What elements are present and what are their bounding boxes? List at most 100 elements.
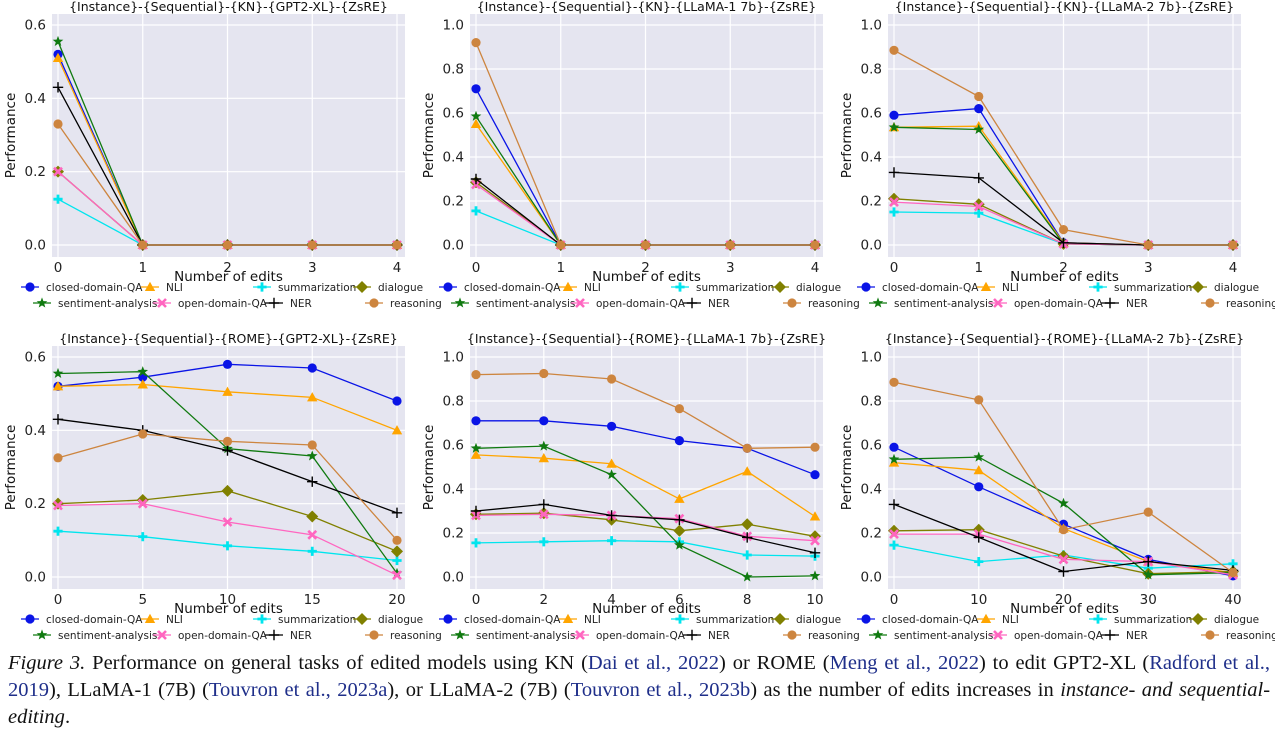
legend-item: summarization xyxy=(253,282,356,294)
series-NER xyxy=(470,499,821,558)
y-tick-label: 0.2 xyxy=(25,164,46,180)
legend-marker xyxy=(993,298,1003,308)
legend-item: NLI xyxy=(559,281,601,294)
x-tick-label: 4 xyxy=(1229,260,1238,276)
legend-marker xyxy=(157,630,167,640)
data-point xyxy=(137,498,148,509)
data-point xyxy=(1143,507,1153,517)
x-tick-label: 0 xyxy=(472,592,481,608)
data-point xyxy=(607,421,617,431)
x-axis: 0 1 2 3 4 xyxy=(54,14,401,276)
legend-item: open-domain-QA xyxy=(571,630,686,642)
data-point xyxy=(1142,569,1154,580)
legend-marker xyxy=(36,297,48,308)
data-point xyxy=(809,547,821,558)
x-tick-label: 2 xyxy=(223,260,232,276)
x-tick-label: 6 xyxy=(675,592,684,608)
plot-background xyxy=(470,346,823,589)
y-tick-label: 0.8 xyxy=(861,394,882,410)
x-tick-label: 4 xyxy=(607,592,616,608)
legend-marker xyxy=(157,298,167,308)
data-point xyxy=(888,121,900,132)
legend-item: NLI xyxy=(977,281,1019,294)
data-point xyxy=(222,445,233,456)
data-point xyxy=(471,38,481,48)
legend-marker xyxy=(774,281,786,293)
legend-item: sentiment-analysis xyxy=(451,297,575,310)
citation-link[interactable]: Radford et al., 2019 xyxy=(8,652,1270,701)
data-point xyxy=(138,429,148,439)
data-point xyxy=(810,240,820,250)
series-reasoning xyxy=(53,429,402,545)
citation-link[interactable]: Touvron et al., 2023a xyxy=(208,679,388,701)
legend-marker xyxy=(787,298,797,308)
data-point xyxy=(674,436,684,446)
x-tick-label: 30 xyxy=(1140,592,1157,608)
data-point xyxy=(307,529,318,540)
legend-item: sentiment-analysis xyxy=(451,629,575,642)
data-point xyxy=(538,499,549,510)
legend-marker xyxy=(1104,629,1116,641)
chart-panel-kn-llama1: 0.0 0.2 0.4 0.6 0.8 1.0 0 1 2 3 4 {Instance}-{Seque… xyxy=(418,0,860,322)
legend-item: summarization xyxy=(671,614,774,626)
legend-label: NER xyxy=(708,298,730,310)
legend-label: sentiment-analysis xyxy=(476,298,575,310)
data-point xyxy=(973,465,984,475)
legend-label: open-domain-QA xyxy=(596,298,686,310)
x-tick-label: 3 xyxy=(1144,260,1153,276)
legend-label: summarization xyxy=(278,614,356,626)
legend-item: NLI xyxy=(559,613,601,626)
legend-marker xyxy=(144,281,156,291)
legend-marker xyxy=(861,282,871,292)
legend-item: NER xyxy=(1101,297,1148,310)
citation-link[interactable]: Meng et al., 2022 xyxy=(829,652,979,674)
series-NLI xyxy=(470,449,821,521)
data-point xyxy=(53,526,63,536)
data-point xyxy=(742,550,752,560)
citation-link[interactable]: Dai et al., 2022 xyxy=(587,652,720,674)
y-tick-label: 1.0 xyxy=(443,18,464,34)
legend-marker xyxy=(443,614,453,624)
data-point xyxy=(889,45,899,55)
series-reasoning xyxy=(471,368,820,453)
legend-label: open-domain-QA xyxy=(1014,630,1104,642)
plot-background xyxy=(470,14,823,257)
chart-rome-gpt2-xl: 0.0 0.2 0.4 0.6 0 5 10 15 20 {Instance}-{Sequenti… xyxy=(3,331,442,642)
x-tick-label: 3 xyxy=(308,260,317,276)
caption-emphasis: instance- and sequential-editing xyxy=(8,679,1271,728)
data-point xyxy=(392,396,402,406)
legend-marker xyxy=(993,630,1003,640)
y-tick-label: 0.0 xyxy=(861,238,882,254)
data-point xyxy=(539,537,549,547)
citation-link[interactable]: Touvron et al., 2023b xyxy=(570,679,751,701)
data-point xyxy=(556,240,566,250)
y-tick-label: 0.0 xyxy=(25,570,46,586)
data-point xyxy=(52,82,64,93)
x-tick-label: 1 xyxy=(974,260,983,276)
chart-title: {Instance}-{Sequential}-{ROME}-{LLaMA-1 … xyxy=(467,331,826,346)
x-axis: 0 10 20 30 40 xyxy=(890,346,1242,608)
data-point xyxy=(538,509,549,520)
y-axis-label: Performance xyxy=(839,425,855,511)
data-point xyxy=(52,367,64,379)
data-point xyxy=(973,123,985,135)
x-tick-label: 10 xyxy=(806,592,823,608)
legend-label: dialogue xyxy=(378,282,423,294)
x-axis-label: Number of edits xyxy=(592,601,701,617)
chart-title: {Instance}-{Sequential}-{KN}-{LLaMA-2 7b… xyxy=(895,0,1235,14)
y-tick-label: 1.0 xyxy=(861,350,882,366)
data-point xyxy=(1058,237,1069,248)
series-reasoning xyxy=(889,45,1238,250)
series-reasoning xyxy=(889,377,1238,578)
series-summarization xyxy=(53,526,402,566)
chart-title: {Instance}-{Sequential}-{KN}-{GPT2-XL}-{… xyxy=(69,0,388,14)
data-point xyxy=(391,567,403,578)
legend-label: NLI xyxy=(584,614,601,626)
legend-marker xyxy=(356,281,368,293)
legend-marker xyxy=(980,281,992,291)
series-line xyxy=(475,372,816,449)
legend-marker xyxy=(257,282,267,292)
data-point xyxy=(1058,225,1069,235)
data-point xyxy=(889,529,899,540)
y-tick-label: 0.0 xyxy=(443,570,464,586)
